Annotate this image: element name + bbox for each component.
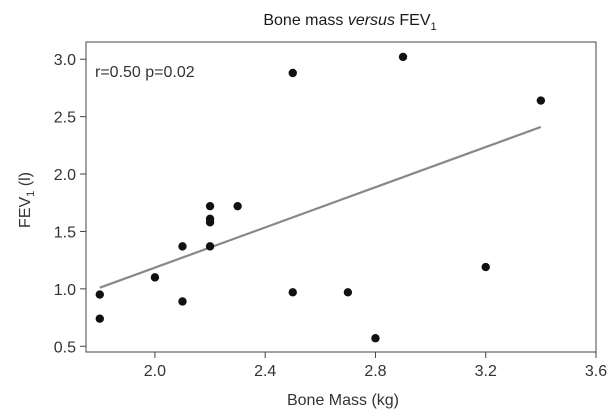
- data-point: [233, 201, 242, 211]
- data-point: [95, 314, 104, 323]
- title-suffix: FEV: [395, 12, 431, 29]
- data-point: [205, 218, 215, 227]
- title-prefix: Bone mass: [263, 12, 347, 29]
- data-point: [150, 273, 160, 282]
- y-axis-label: FEV1 (l): [17, 172, 37, 228]
- data-point: [288, 68, 297, 78]
- x-tick-label: 2.4: [254, 363, 276, 380]
- title-italic: versus: [348, 12, 395, 29]
- data-points: [95, 52, 546, 343]
- x-axis-ticks: 2.0 2.4 2.8 3.2 3.6: [144, 352, 607, 380]
- data-point: [536, 96, 546, 105]
- y-tick-label: 0.5: [54, 339, 76, 356]
- x-tick-label: 3.2: [475, 363, 497, 380]
- ylabel-subscript: 1: [25, 191, 37, 197]
- y-tick-label: 1.5: [54, 224, 76, 241]
- data-point: [178, 242, 187, 251]
- svg-text:FEV1 (l): FEV1 (l): [17, 172, 37, 228]
- data-point: [343, 288, 353, 297]
- x-axis-label: Bone Mass (kg): [287, 392, 399, 409]
- title-subscript: 1: [431, 21, 437, 33]
- x-tick-label: 2.8: [364, 363, 386, 380]
- chart-title: Bone mass versus FEV1: [263, 12, 436, 33]
- data-point: [398, 52, 408, 62]
- data-point: [95, 290, 104, 299]
- regression-line: [99, 125, 542, 289]
- data-point: [205, 242, 215, 251]
- x-tick-label: 2.0: [144, 363, 166, 380]
- y-axis-ticks: 0.5 1.0 1.5 2.0 2.5 3.0: [54, 52, 86, 356]
- y-tick-label: 2.0: [54, 167, 76, 184]
- y-tick-label: 3.0: [54, 52, 76, 69]
- ylabel-unit: (l): [17, 172, 34, 191]
- plot-area: [85, 41, 597, 353]
- regression-line-group: [99, 125, 542, 289]
- ylabel-main: FEV: [17, 197, 34, 228]
- data-point: [205, 201, 215, 211]
- data-point: [178, 297, 187, 306]
- data-point: [371, 334, 380, 343]
- x-tick-label: 3.6: [585, 363, 607, 380]
- data-point: [481, 262, 490, 272]
- y-tick-label: 2.5: [54, 110, 76, 127]
- data-point: [288, 288, 297, 297]
- y-tick-label: 1.0: [54, 282, 76, 299]
- correlation-annotation: r=0.50 p=0.02: [95, 64, 195, 81]
